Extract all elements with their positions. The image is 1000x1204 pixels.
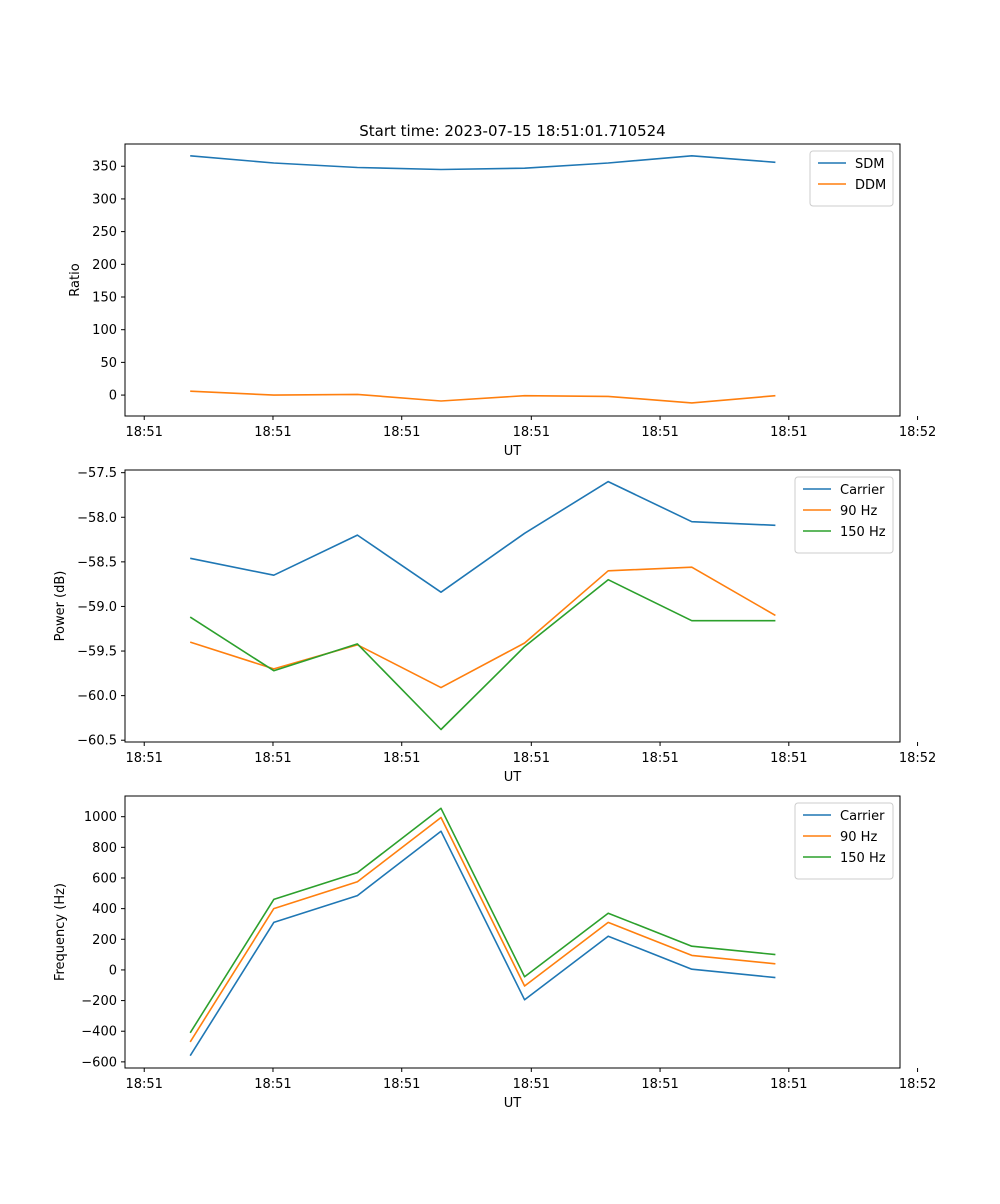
series-line-carrier: [189, 830, 776, 1057]
x-tick-label: 18:51: [641, 1077, 678, 1092]
x-tick-label: 18:51: [770, 751, 807, 766]
y-tick-label: −200: [81, 994, 117, 1009]
y-tick-label: −58.5: [77, 555, 117, 570]
y-tick-label: −60.5: [77, 734, 117, 749]
subplot-2: 18:51 18:51 18:51 18:51 18:51 18:51 18:52 −60.5…: [53, 466, 936, 785]
x-tick-label: 18:52: [899, 751, 936, 766]
x-tick-label: 18:51: [383, 1077, 420, 1092]
y-axis-label: Ratio: [68, 263, 83, 296]
x-axis-label: UT: [504, 1096, 522, 1111]
series-line-150-hz: [189, 578, 776, 731]
series-line-90-hz: [189, 566, 776, 689]
legend-label: SDM: [855, 157, 884, 172]
legend-frame: [809, 150, 894, 207]
y-tick-label: 350: [92, 160, 117, 175]
legend-label: Carrier: [840, 483, 885, 498]
plot-frame: [124, 469, 901, 743]
y-axis-label: Power (dB): [53, 571, 68, 642]
y-tick-label: −600: [81, 1055, 117, 1070]
y-tick-label: 150: [92, 291, 117, 306]
legend: Carrier 90 Hz 150 Hz: [794, 476, 894, 554]
y-axis-label: Frequency (Hz): [53, 883, 68, 981]
y-tick-label: 250: [92, 225, 117, 240]
x-tick-label: 18:51: [125, 425, 162, 440]
x-tick-label: 18:51: [254, 425, 291, 440]
axes-container: 18:51 18:51 18:51 18:51 18:51 18:51 18:52 0 50 10…: [53, 143, 936, 1111]
y-tick-label: 200: [92, 258, 117, 273]
legend-frame: [794, 802, 894, 880]
subplot-3: 18:51 18:51 18:51 18:51 18:51 18:51 18:52 −600 −…: [53, 795, 936, 1111]
x-tick-label: 18:51: [513, 425, 550, 440]
plot-frame: [124, 795, 901, 1069]
y-tick-label: 50: [100, 356, 117, 371]
legend-label: 150 Hz: [840, 525, 886, 540]
series-line-90-hz: [189, 816, 776, 1043]
x-tick-label: 18:52: [899, 1077, 936, 1092]
x-tick-label: 18:51: [770, 1077, 807, 1092]
x-tick-label: 18:51: [641, 751, 678, 766]
y-tick-label: 300: [92, 192, 117, 207]
y-tick-label: −59.0: [77, 600, 117, 615]
series-line-150-hz: [189, 807, 776, 1034]
x-tick-label: 18:51: [383, 751, 420, 766]
legend: SDM DDM: [809, 150, 894, 207]
y-tick-label: −400: [81, 1025, 117, 1040]
legend-frame: [794, 476, 894, 554]
series-line-carrier: [190, 480, 776, 594]
y-tick-label: 400: [92, 902, 117, 917]
y-tick-label: 0: [109, 963, 117, 978]
y-tick-label: 800: [92, 841, 117, 856]
y-tick-label: 600: [92, 871, 117, 886]
y-tick-label: 200: [92, 933, 117, 948]
x-axis-label: UT: [504, 770, 522, 785]
legend-label: 90 Hz: [840, 830, 877, 845]
series-line-sdm: [190, 155, 776, 171]
plot-frame: [124, 143, 901, 417]
x-axis-label: UT: [504, 444, 522, 459]
y-tick-label: 0: [109, 389, 117, 404]
y-tick-label: −59.5: [77, 645, 117, 660]
x-tick-label: 18:51: [513, 1077, 550, 1092]
x-tick-label: 18:51: [383, 425, 420, 440]
legend: Carrier 90 Hz 150 Hz: [794, 802, 894, 880]
x-tick-label: 18:51: [254, 751, 291, 766]
x-tick-label: 18:51: [513, 751, 550, 766]
subplot-1: 18:51 18:51 18:51 18:51 18:51 18:51 18:52 0 50 10…: [68, 143, 936, 459]
legend-label: DDM: [855, 178, 886, 193]
y-tick-label: 1000: [84, 810, 117, 825]
figure-title: Start time: 2023-07-15 18:51:01.710524: [359, 122, 665, 140]
x-tick-label: 18:51: [641, 425, 678, 440]
series-line-ddm: [190, 390, 776, 404]
x-tick-label: 18:52: [899, 425, 936, 440]
legend-label: 150 Hz: [840, 851, 886, 866]
legend-label: 90 Hz: [840, 504, 877, 519]
y-tick-label: 100: [92, 323, 117, 338]
x-tick-label: 18:51: [254, 1077, 291, 1092]
y-tick-label: −57.5: [77, 466, 117, 481]
x-tick-label: 18:51: [125, 1077, 162, 1092]
x-tick-label: 18:51: [125, 751, 162, 766]
legend-label: Carrier: [840, 809, 885, 824]
y-tick-label: −60.0: [77, 689, 117, 704]
y-tick-label: −58.0: [77, 511, 117, 526]
x-tick-label: 18:51: [770, 425, 807, 440]
